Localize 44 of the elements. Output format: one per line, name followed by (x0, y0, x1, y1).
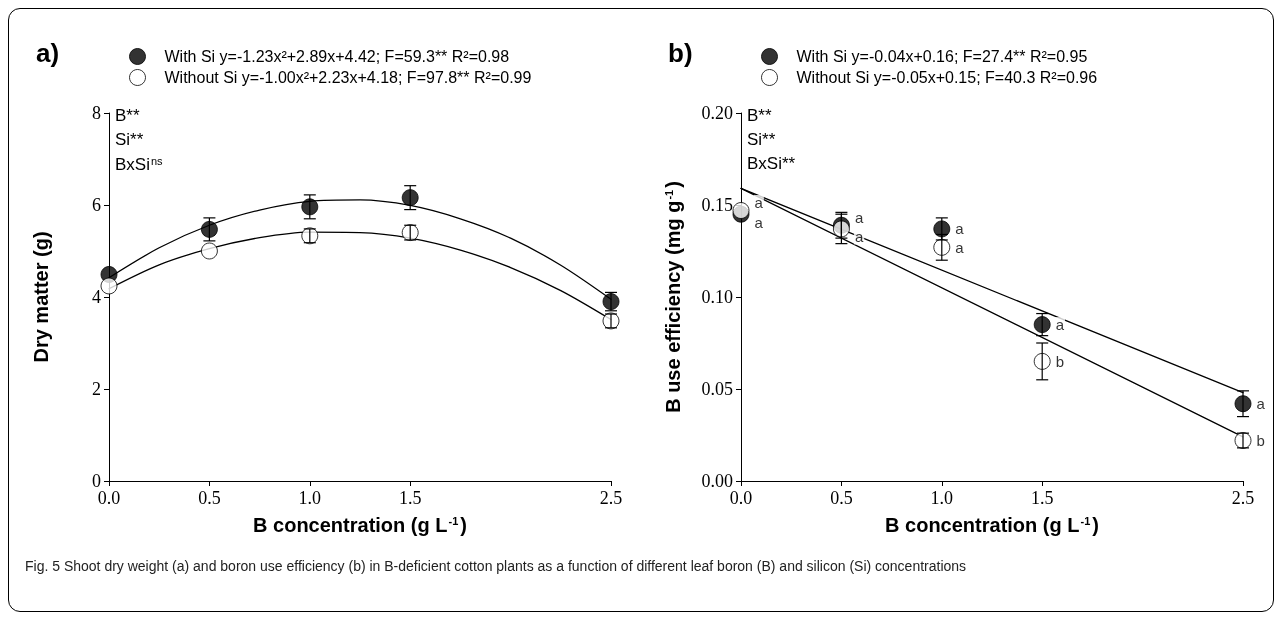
data-label: a (955, 220, 965, 238)
x-tick-label: 1.5 (1030, 488, 1054, 508)
y-tick-label: 8 (92, 103, 101, 123)
x-tick-label: 0.0 (97, 488, 121, 508)
x-tick-label: 0.5 (830, 488, 853, 508)
legend-label: With Si y=-1.23x²+2.89x+4.42; F=59.3** R²=0.98 (164, 48, 510, 65)
chart-title: b) (668, 38, 693, 68)
y-tick-label: 0.05 (701, 379, 733, 399)
caption: Fig. 5 Shoot dry weight (a) and boron use efficiency (b) in B-deficient cotton plants as a function of different leaf boron (B) and silicon (Si) concentrations (25, 557, 968, 576)
x-tick-label: 2.5 (1231, 488, 1255, 508)
annotation: Si** (747, 130, 776, 149)
data-label: b (1256, 432, 1265, 450)
y-tick-label: 4 (92, 287, 101, 307)
data-label: a (1256, 395, 1266, 413)
y-tick-label: 2 (92, 379, 101, 399)
annotation: B** (747, 106, 772, 125)
data-label: a (955, 238, 965, 256)
y-tick-label: 0.00 (701, 471, 733, 491)
y-tick-label: 6 (92, 195, 101, 215)
x-tick-label: 1.5 (398, 488, 422, 508)
x-tick-label: 1.0 (298, 488, 322, 508)
y-tick-label: 0.20 (701, 103, 733, 123)
y-axis-title: B use efficiency (mg g-1) (662, 181, 684, 413)
legend-label: With Si y=-0.04x+0.16; F=27.4** R²=0.95 (796, 48, 1088, 65)
chart-title: a) (36, 38, 60, 68)
y-axis-title: Dry matter (g) (30, 231, 52, 363)
y-tick-label: 0.15 (701, 195, 733, 215)
annotation: Si** (115, 130, 144, 149)
data-label: b (1055, 352, 1065, 370)
x-tick-label: 0.5 (198, 488, 221, 508)
x-tick-label: 1.0 (930, 488, 954, 508)
legend-label: Without Si y=-0.05x+0.15; F=40.3 R²=0.96 (796, 69, 1098, 86)
data-label: a (754, 194, 764, 212)
data-label: a (1055, 316, 1065, 334)
data-label: a (854, 208, 864, 226)
annotation: BxSi** (747, 154, 796, 173)
x-tick-label: 0.0 (729, 488, 753, 508)
annotation: B** (115, 106, 140, 125)
legend-label: Without Si y=-1.00x²+2.23x+4.18; F=97.8** R²=0.99 (164, 69, 532, 86)
y-tick-label: 0 (92, 471, 101, 491)
data-label: a (754, 213, 764, 231)
data-label: a (854, 228, 864, 246)
y-tick-label: 0.10 (701, 287, 733, 307)
x-tick-label: 2.5 (599, 488, 623, 508)
